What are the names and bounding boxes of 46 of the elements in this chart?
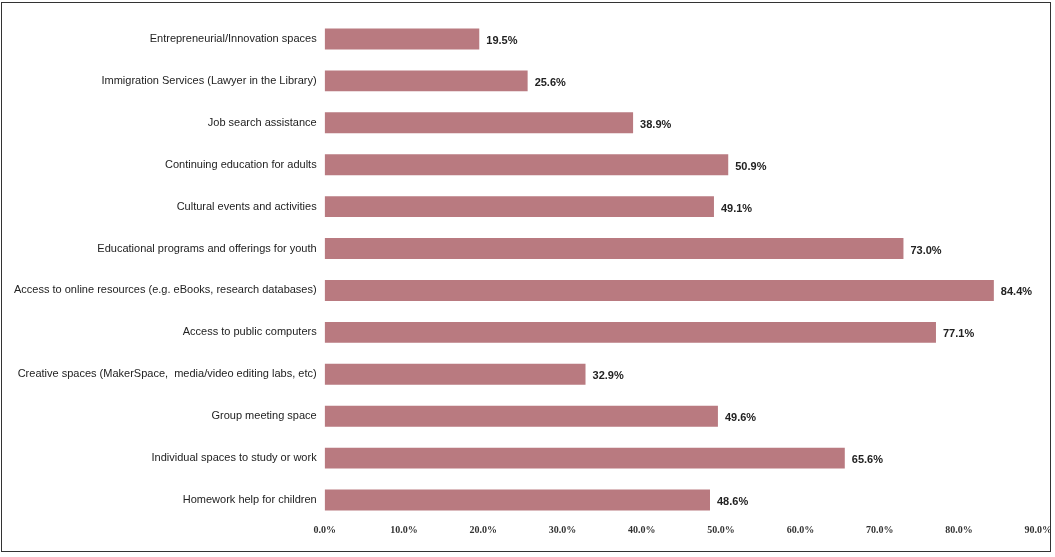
y-tick-label: Access to public computers [182, 325, 318, 338]
y-tick-label: Access to online resources (e.g. eBooks, research databases) [14, 283, 317, 296]
data-label: 25.6% [534, 75, 567, 88]
data-label: 38.9% [640, 117, 672, 130]
y-tick-label: Group meeting space [211, 409, 317, 422]
x-tick-label: 0.0% [313, 523, 336, 535]
bar [324, 489, 710, 511]
bar [324, 154, 729, 176]
bar [324, 447, 845, 469]
x-tick-label: 10.0% [390, 523, 418, 535]
bar [324, 405, 718, 427]
x-tick-label: 40.0% [628, 523, 656, 535]
y-tick-label: Job search assistance [207, 115, 317, 128]
x-tick-label: 70.0% [865, 523, 894, 535]
bar [324, 112, 634, 134]
data-label: 73.0% [910, 243, 942, 256]
x-tick-label: 60.0% [786, 523, 815, 535]
bar [324, 70, 528, 92]
data-label: 77.1% [942, 327, 975, 340]
x-tick-label: 20.0% [469, 523, 497, 535]
y-tick-label: Creative spaces (MakerSpace, media/video editing labs, etc) [17, 367, 317, 380]
bar [324, 238, 904, 260]
bar [324, 28, 480, 50]
y-tick-label: Educational programs and offerings for youth [97, 241, 317, 254]
data-label: 84.4% [1000, 285, 1033, 298]
data-label: 65.6% [851, 453, 884, 466]
data-label: 32.9% [592, 369, 624, 382]
x-tick-label: 30.0% [548, 523, 577, 535]
data-label: 48.6% [717, 495, 749, 508]
y-tick-label: Entrepreneurial/Innovation spaces [149, 31, 318, 44]
data-label: 49.1% [720, 201, 753, 214]
y-tick-label: Immigration Services (Lawyer in the Library) [101, 73, 317, 86]
bar [324, 279, 994, 301]
data-label: 49.6% [724, 411, 757, 424]
y-tick-label: Continuing education for adults [164, 157, 318, 170]
bar [324, 196, 714, 218]
data-label: 50.9% [735, 159, 767, 172]
bar [324, 363, 586, 385]
x-tick-label: 80.0% [945, 523, 973, 535]
bar [324, 321, 936, 343]
x-tick-label: 50.0% [707, 523, 735, 535]
y-tick-label: Cultural events and activities [176, 199, 318, 212]
y-tick-label: Individual spaces to study or work [151, 451, 318, 464]
x-tick-label: 90.0% [1024, 523, 1052, 535]
data-label: 19.5% [486, 33, 518, 46]
y-tick-label: Homework help for children [182, 493, 317, 506]
